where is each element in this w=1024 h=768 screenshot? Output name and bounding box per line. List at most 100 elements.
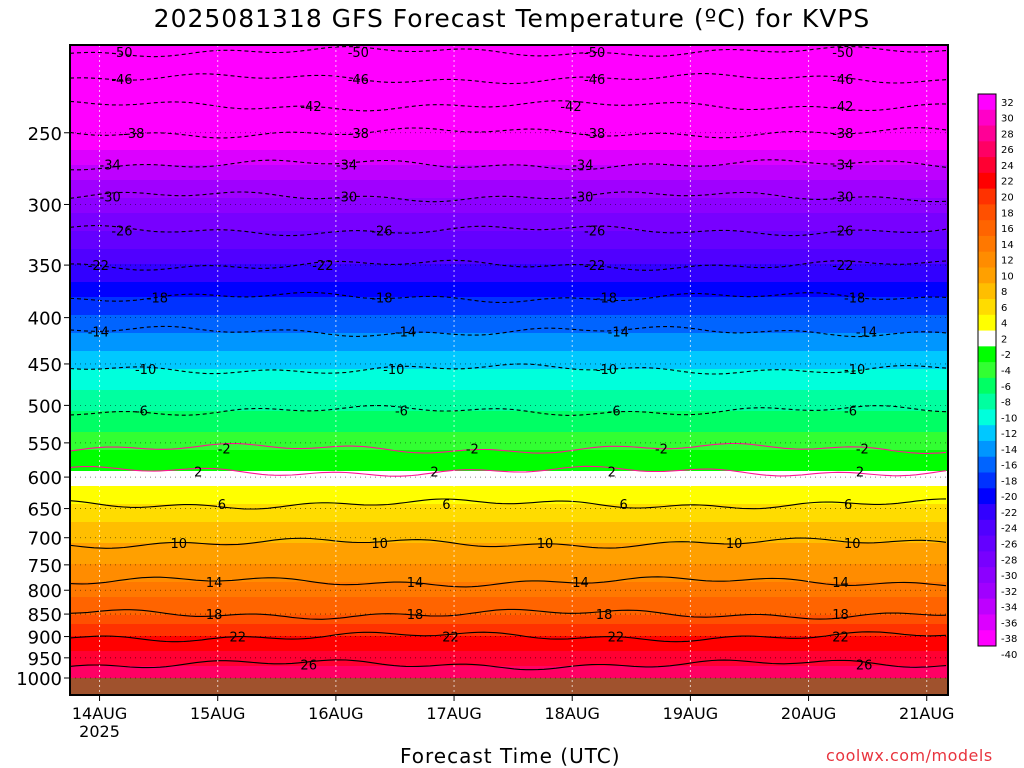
temp-band bbox=[70, 87, 948, 91]
temp-band bbox=[70, 186, 948, 190]
temp-band bbox=[70, 483, 948, 487]
contour-label: 10 bbox=[537, 537, 554, 552]
colorbar-label: 18 bbox=[1001, 208, 1014, 219]
temp-band bbox=[70, 153, 948, 157]
temp-band bbox=[70, 486, 948, 490]
temp-band bbox=[70, 318, 948, 322]
temp-band bbox=[70, 546, 948, 550]
temp-band bbox=[70, 594, 948, 598]
y-tick-label: 900 bbox=[28, 628, 62, 649]
temp-band bbox=[70, 210, 948, 214]
temp-band bbox=[70, 105, 948, 109]
temp-band bbox=[70, 402, 948, 406]
temp-band bbox=[70, 474, 948, 478]
temp-band bbox=[70, 675, 948, 679]
contour-line bbox=[69, 465, 947, 477]
contour-label: -38 bbox=[832, 127, 853, 142]
colorbar-swatch bbox=[978, 598, 996, 615]
temp-band bbox=[70, 606, 948, 610]
temp-band bbox=[70, 234, 948, 238]
colorbar-swatch bbox=[978, 94, 996, 111]
colorbar-swatch bbox=[978, 362, 996, 379]
colorbar-swatch bbox=[978, 220, 996, 237]
contour-label: -18 bbox=[596, 291, 617, 306]
temp-band bbox=[70, 138, 948, 142]
colorbar-swatch bbox=[978, 346, 996, 363]
contour-line bbox=[69, 442, 947, 454]
colorbar-swatch bbox=[978, 235, 996, 253]
temp-band bbox=[70, 582, 948, 586]
contour-label: 10 bbox=[371, 537, 388, 552]
temp-band bbox=[70, 366, 948, 370]
temp-band bbox=[70, 255, 948, 259]
temp-band bbox=[70, 285, 948, 289]
temp-band bbox=[70, 417, 948, 421]
temp-band bbox=[70, 393, 948, 397]
temp-band bbox=[70, 513, 948, 517]
temp-band bbox=[70, 618, 948, 622]
temp-band bbox=[70, 363, 948, 367]
colorbar-swatch bbox=[978, 535, 996, 552]
temp-band bbox=[70, 378, 948, 382]
temp-band bbox=[70, 342, 948, 346]
temp-band bbox=[70, 534, 948, 538]
contour-label: -10 bbox=[135, 363, 156, 378]
temp-band bbox=[70, 549, 948, 553]
temp-band bbox=[70, 198, 948, 202]
contour-line bbox=[69, 608, 947, 620]
contour-label: 6 bbox=[619, 498, 627, 513]
temp-band bbox=[70, 273, 948, 277]
contour-label: 18 bbox=[832, 608, 849, 623]
temp-band bbox=[70, 429, 948, 433]
temperature-field bbox=[70, 45, 948, 679]
temp-band bbox=[70, 84, 948, 88]
colorbar-label: -38 bbox=[1001, 634, 1017, 645]
contour-label: 6 bbox=[442, 498, 450, 513]
temp-band bbox=[70, 630, 948, 634]
temp-band bbox=[70, 519, 948, 523]
temp-band bbox=[70, 531, 948, 535]
temp-band bbox=[70, 288, 948, 292]
temp-band bbox=[70, 123, 948, 127]
colorbar-label: 12 bbox=[1001, 256, 1014, 267]
contour-label: -22 bbox=[88, 259, 109, 274]
temp-band bbox=[70, 615, 948, 619]
contour-label: 14 bbox=[572, 576, 589, 591]
colorbar-label: -10 bbox=[1001, 413, 1017, 424]
temp-band bbox=[70, 651, 948, 655]
contour-label: 22 bbox=[442, 631, 459, 646]
x-axis-label: Forecast Time (UTC) bbox=[400, 744, 621, 768]
contour-label: -2 bbox=[466, 443, 479, 458]
temp-band bbox=[70, 147, 948, 151]
temp-band bbox=[70, 96, 948, 100]
contour-label: 10 bbox=[726, 537, 743, 552]
temp-band bbox=[70, 213, 948, 217]
colorbar-swatch bbox=[978, 488, 996, 505]
plot-frame bbox=[69, 44, 949, 696]
x-tick-label: 19AUG bbox=[663, 704, 718, 723]
colorbar-label: -28 bbox=[1001, 555, 1017, 566]
colorbar-label: -22 bbox=[1001, 508, 1017, 519]
temp-band bbox=[70, 72, 948, 76]
colorbar-swatch bbox=[978, 109, 996, 127]
colorbar-swatch bbox=[978, 172, 996, 190]
temp-band bbox=[70, 264, 948, 268]
temp-band bbox=[70, 144, 948, 148]
temp-band bbox=[70, 183, 948, 187]
temp-band bbox=[70, 597, 948, 601]
temp-band bbox=[70, 600, 948, 604]
temp-band bbox=[70, 267, 948, 271]
y-tick-label: 600 bbox=[28, 468, 62, 489]
temp-band bbox=[70, 354, 948, 358]
contour-label: 14 bbox=[206, 576, 223, 591]
temp-band bbox=[70, 387, 948, 391]
temp-band bbox=[70, 135, 948, 139]
temp-band bbox=[70, 303, 948, 307]
colorbar-swatch bbox=[978, 425, 996, 442]
temp-band bbox=[70, 663, 948, 667]
contour-label: -22 bbox=[584, 259, 605, 274]
colorbar-swatch bbox=[978, 157, 996, 174]
contour-label: -46 bbox=[348, 73, 369, 88]
temp-band bbox=[70, 108, 948, 112]
temp-band bbox=[70, 249, 948, 253]
